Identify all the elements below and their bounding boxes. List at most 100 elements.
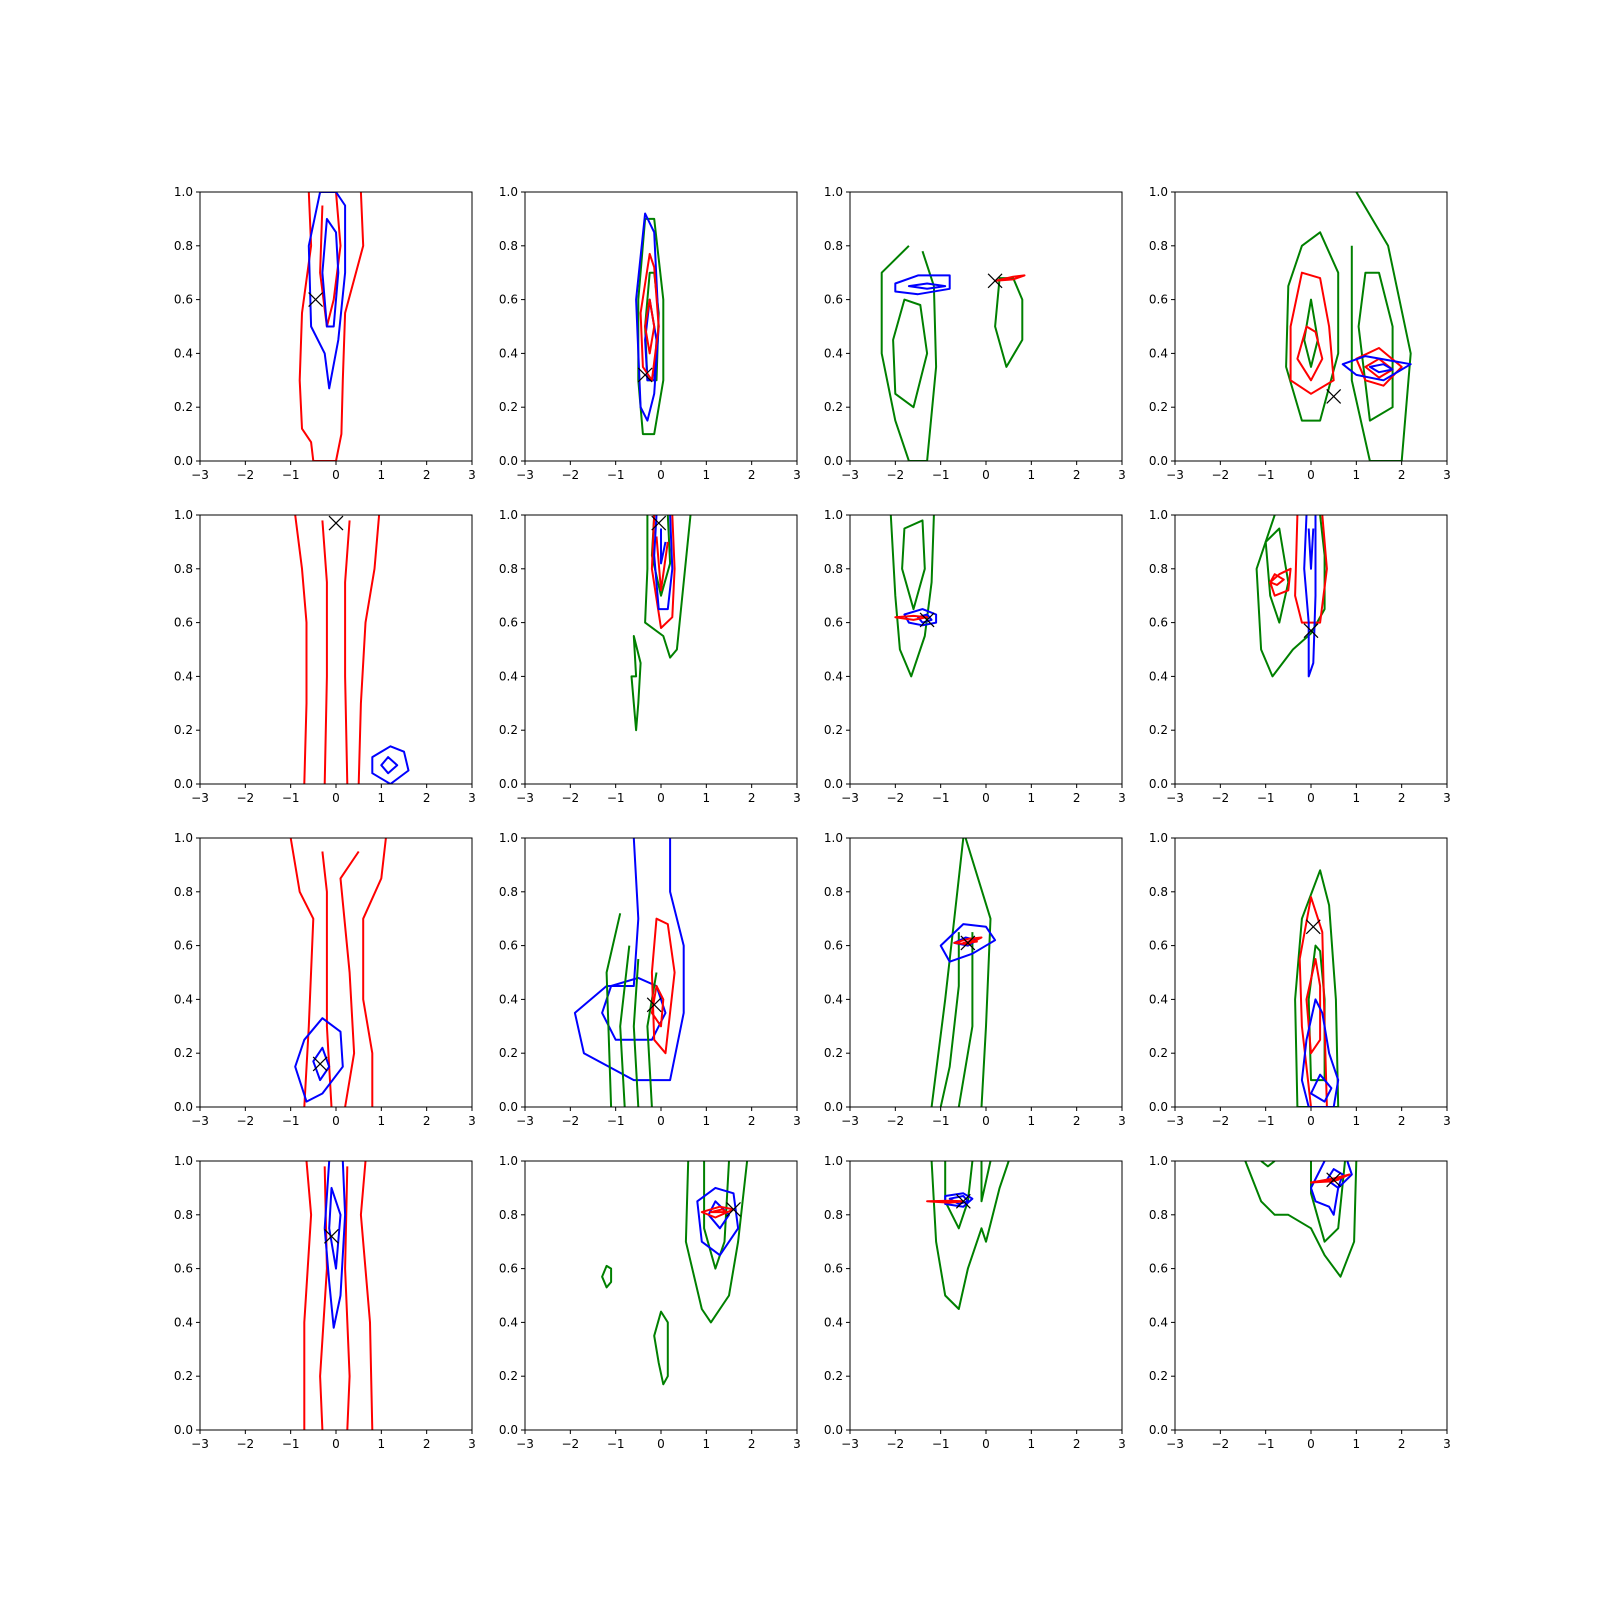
x-tick-label: −1 [282, 1437, 300, 1451]
blue-contour-line [1368, 363, 1394, 374]
y-tick-label: 1.0 [824, 185, 843, 199]
y-tick-label: 0.4 [1149, 669, 1168, 683]
y-tick-label: 0.6 [824, 293, 843, 307]
x-tick-label: 2 [748, 1114, 756, 1128]
red-contour-line [709, 1208, 728, 1214]
x-tick-label: 3 [1443, 468, 1451, 482]
plot-area [573, 838, 685, 1107]
red-contour-line [339, 850, 360, 1107]
blue-contour-line [312, 1046, 331, 1082]
plot-area [1294, 869, 1340, 1107]
subplot-r4-c2: −3 −2 −1 0 1 2 3 0.0 0.2 0.4 0.6 0.8 1.0 [499, 1154, 801, 1451]
y-tick-label: 1.0 [174, 185, 193, 199]
y-tick-label: 1.0 [499, 831, 518, 845]
x-marker [312, 1056, 328, 1072]
y-tick-label: 0.8 [174, 562, 193, 576]
green-contour-line [1285, 231, 1340, 422]
x-tick-label: −3 [1166, 468, 1184, 482]
green-contour-line [1260, 1161, 1276, 1168]
green-contour-line [1357, 271, 1394, 422]
x-tick-label: −3 [191, 1114, 209, 1128]
y-tick-label: 0.0 [1149, 454, 1168, 468]
blue-contour-line [1307, 528, 1315, 570]
x-marker [1326, 1172, 1342, 1188]
y-tick-label: 1.0 [1149, 185, 1168, 199]
x-tick-label: −2 [236, 468, 254, 482]
x-tick-label: 2 [748, 791, 756, 805]
y-tick-label: 0.0 [499, 1100, 518, 1114]
green-contour-line [930, 1161, 1010, 1310]
x-tick-label: −1 [607, 468, 625, 482]
blue-contour-line [1310, 1161, 1353, 1216]
x-tick-label: 2 [423, 1437, 431, 1451]
x-tick-label: 2 [748, 468, 756, 482]
x-marker [1305, 919, 1321, 935]
y-tick-label: 0.8 [499, 239, 518, 253]
x-tick-label: −1 [1257, 468, 1275, 482]
red-contour-line [344, 1166, 351, 1430]
x-tick-label: 0 [982, 791, 990, 805]
green-contour-line [880, 245, 938, 461]
y-tick-label: 0.4 [499, 669, 518, 683]
x-tick-label: 2 [1398, 1114, 1406, 1128]
plot-area [926, 1161, 1010, 1310]
y-tick-label: 0.4 [824, 1315, 843, 1329]
y-tick-label: 0.6 [499, 616, 518, 630]
x-tick-label: 2 [1073, 468, 1081, 482]
y-tick-label: 0.2 [824, 400, 843, 414]
y-tick-label: 0.8 [824, 885, 843, 899]
y-tick-label: 0.2 [824, 1046, 843, 1060]
y-tick-label: 0.6 [824, 1262, 843, 1276]
x-tick-label: 0 [1307, 1437, 1315, 1451]
x-tick-label: 1 [378, 791, 386, 805]
x-tick-label: 0 [982, 468, 990, 482]
y-tick-label: 1.0 [174, 831, 193, 845]
y-tick-label: 0.8 [499, 562, 518, 576]
x-marker [960, 935, 976, 951]
x-tick-label: 0 [332, 1437, 340, 1451]
red-contour-line [303, 1161, 313, 1430]
x-tick-label: −3 [1166, 1114, 1184, 1128]
y-tick-label: 0.8 [174, 885, 193, 899]
y-tick-label: 0.6 [499, 1262, 518, 1276]
y-tick-label: 0.4 [1149, 1315, 1168, 1329]
y-tick-label: 0.2 [499, 723, 518, 737]
green-contour-line [930, 838, 965, 1107]
x-tick-label: −1 [1257, 1114, 1275, 1128]
x-tick-label: 1 [1353, 791, 1361, 805]
x-tick-label: 1 [1028, 791, 1036, 805]
y-tick-label: 0.4 [174, 1315, 193, 1329]
x-tick-label: 3 [1443, 791, 1451, 805]
y-tick-label: 0.6 [1149, 1262, 1168, 1276]
plot-area [1244, 1161, 1358, 1278]
x-tick-label: −1 [607, 791, 625, 805]
x-tick-label: 2 [748, 1437, 756, 1451]
y-tick-label: 0.4 [174, 346, 193, 360]
x-tick-label: −1 [932, 468, 950, 482]
green-contour-line [632, 958, 640, 1107]
x-tick-label: 0 [1307, 1114, 1315, 1128]
blue-contour-line [323, 1161, 347, 1329]
x-tick-label: 1 [1353, 1114, 1361, 1128]
x-tick-label: 1 [378, 1114, 386, 1128]
x-tick-label: −3 [516, 1114, 534, 1128]
green-contour-line [703, 1161, 730, 1270]
subplot-r1-c2: −3 −2 −1 0 1 2 3 0.0 0.2 0.4 0.6 0.8 1.0 [499, 185, 801, 482]
y-tick-label: 0.4 [499, 346, 518, 360]
red-contour-line [962, 939, 978, 944]
y-tick-label: 0.6 [1149, 616, 1168, 630]
x-tick-label: 3 [1118, 468, 1126, 482]
y-tick-label: 0.6 [499, 293, 518, 307]
x-tick-label: −1 [932, 1437, 950, 1451]
red-contour-line [321, 520, 328, 784]
x-tick-label: 2 [1398, 791, 1406, 805]
x-tick-label: −3 [841, 1114, 859, 1128]
green-contour-line [1350, 192, 1412, 461]
x-marker [987, 273, 1003, 289]
x-tick-label: 0 [1307, 791, 1315, 805]
y-tick-label: 1.0 [824, 831, 843, 845]
x-marker [637, 367, 653, 383]
blue-contour-line [307, 192, 347, 390]
x-tick-label: 2 [1398, 468, 1406, 482]
